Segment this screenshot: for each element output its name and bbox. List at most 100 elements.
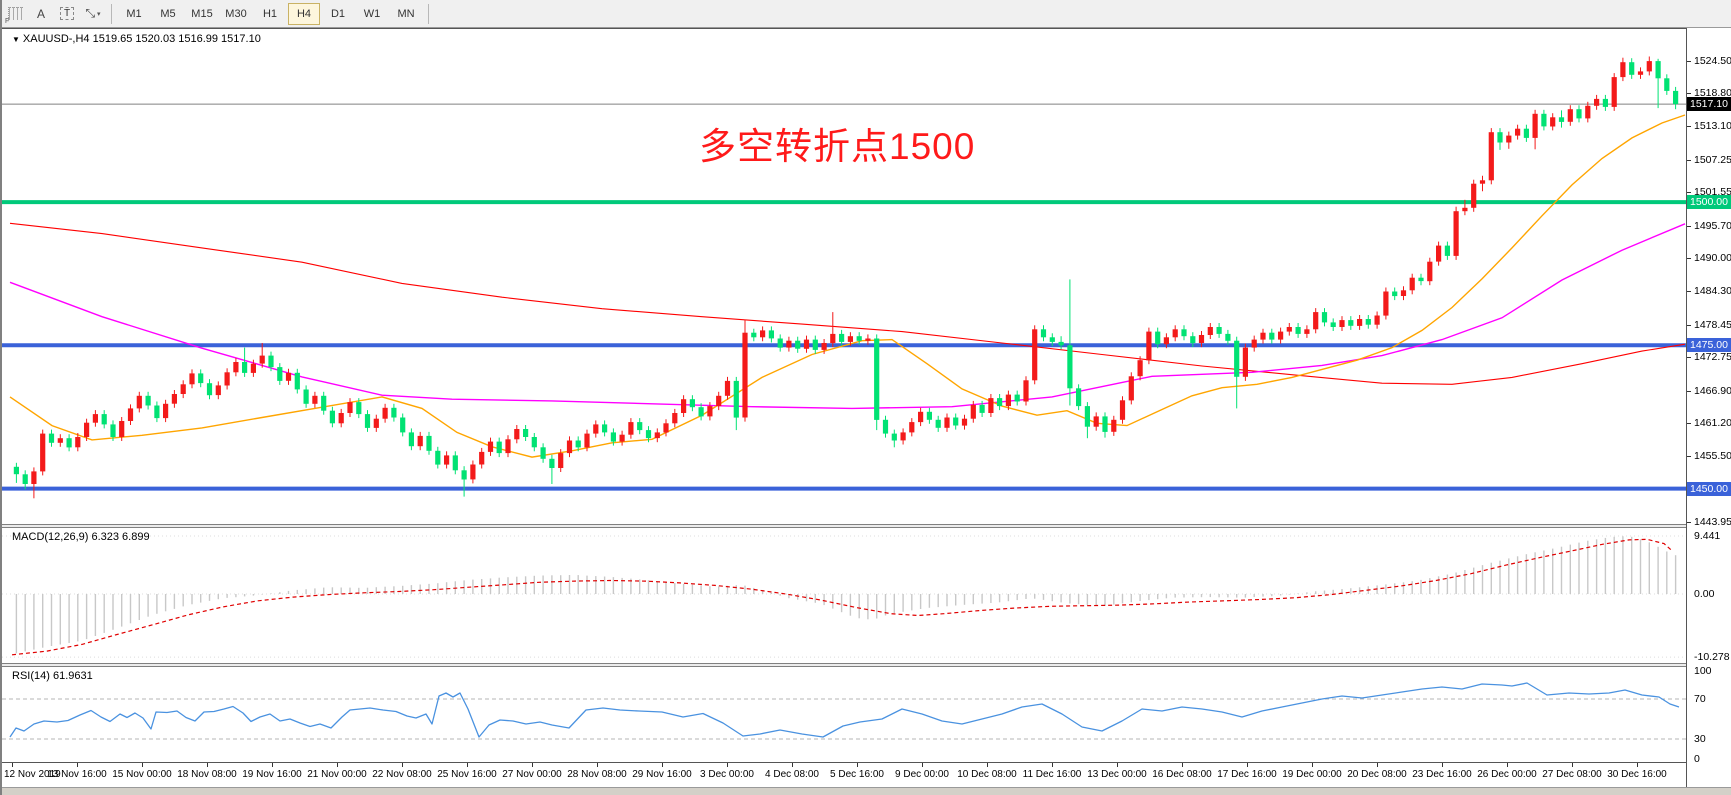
price-axis-tick: [1687, 93, 1691, 95]
time-axis-tick: [857, 763, 858, 767]
time-axis-label: 27 Dec 08:00: [1542, 769, 1602, 780]
timeframe-button-m30[interactable]: M30: [225, 7, 247, 20]
time-axis-label: 13 Nov 16:00: [47, 769, 107, 780]
rsi-axis-label: 70: [1694, 693, 1706, 705]
time-axis-label: 18 Nov 08:00: [177, 769, 237, 780]
rsi-axis-label: 100: [1694, 665, 1712, 677]
time-axis-label: 12 Nov 2019: [4, 769, 61, 780]
main-chart-svg: [2, 56, 1687, 499]
time-axis-tick: [77, 763, 78, 767]
price-axis-label: 1466.90: [1694, 384, 1731, 397]
ma-mid-magenta-line: [9, 223, 1686, 410]
symbol-dropdown-icon[interactable]: ▼: [12, 35, 20, 44]
price-axis-label: 1518.80: [1694, 87, 1731, 100]
pane-resize-separator[interactable]: [2, 663, 1687, 667]
timeframe-button-w1[interactable]: W1: [363, 7, 381, 20]
price-axis-label: 1455.50: [1694, 450, 1731, 463]
time-axis-tick: [727, 763, 728, 767]
timeframe-button-m15[interactable]: M15: [191, 7, 213, 20]
time-axis-label: 29 Nov 16:00: [632, 769, 692, 780]
timeframe-button-mn[interactable]: MN: [397, 7, 415, 20]
rsi-svg: [2, 682, 1687, 740]
timeframe-button-m5[interactable]: M5: [160, 7, 176, 20]
time-axis-label: 11 Dec 16:00: [1022, 769, 1082, 780]
chart-annotation-text[interactable]: 多空转折点1500: [699, 126, 976, 167]
time-axis-label: 16 Dec 08:00: [1152, 769, 1212, 780]
macd-histogram: [15, 536, 1677, 654]
timeframe-button-h4[interactable]: H4: [288, 2, 320, 25]
price-axis-tick: [1687, 390, 1691, 392]
time-axis-label: 25 Nov 16:00: [437, 769, 497, 780]
ma-slow-red-line: [9, 222, 1686, 385]
time-axis-tick: [987, 763, 988, 767]
time-axis-tick: [207, 763, 208, 767]
price-axis-tick: [1687, 192, 1691, 194]
time-axis-label: 3 Dec 00:00: [700, 769, 754, 780]
time-axis-tick: [532, 763, 533, 767]
toolbar: F A T ⤡ ▾ M1 M5 M15 M30 H1 H4 D1 W1 MN: [2, 0, 1731, 28]
time-axis-label: 19 Nov 16:00: [242, 769, 302, 780]
rsi-axis-label: 0: [1694, 753, 1700, 765]
macd-label: MACD(12,26,9) 6.323 6.899: [12, 531, 150, 543]
time-axis-tick: [467, 763, 468, 767]
macd-svg: [2, 535, 1687, 658]
timeframe-button-m1[interactable]: M1: [126, 7, 142, 20]
time-axis-tick: [597, 763, 598, 767]
time-axis-tick: [1182, 763, 1183, 767]
rsi-pane[interactable]: [2, 667, 1687, 762]
price-axis[interactable]: 1524.50 1518.80 1513.10 1507.25 1501.55 1495.…: [1686, 28, 1731, 787]
symbol-ohlc-text: XAUUSD-,H4 1519.65 1520.03 1516.99 1517.…: [22, 33, 261, 45]
level-1475-badge: 1475.00: [1687, 338, 1731, 353]
timeframe-group: M1 M5 M15 M30 H1 H4 D1 W1 MN: [117, 2, 423, 25]
timeframe-button-h1[interactable]: H1: [262, 7, 278, 20]
main-chart-pane[interactable]: [2, 28, 1687, 524]
time-axis[interactable]: 12 Nov 2019 13 Nov 16:00 15 Nov 00:00 18 No…: [2, 762, 1687, 787]
time-axis-label: 19 Dec 00:00: [1282, 769, 1342, 780]
price-axis-label: 1461.20: [1694, 417, 1731, 430]
time-axis-tick: [142, 763, 143, 767]
price-axis-label: 1507.25: [1694, 153, 1731, 166]
price-axis-tick: [1687, 60, 1691, 62]
price-axis-tick: [1687, 423, 1691, 425]
time-axis-label: 20 Dec 08:00: [1347, 769, 1407, 780]
time-axis-tick: [1572, 763, 1573, 767]
symbol-ohlc-header: ▼ XAUUSD-,H4 1519.65 1520.03 1516.99 1517…: [12, 33, 261, 45]
objects-arrow-button[interactable]: ⤡ ▾: [85, 6, 101, 20]
pane-resize-separator[interactable]: [2, 524, 1687, 528]
price-axis-label: 1513.10: [1694, 119, 1731, 132]
macd-axis-label: 9.441: [1694, 530, 1721, 542]
time-axis-label: 27 Nov 00:00: [502, 769, 562, 780]
timeframe-button-d1[interactable]: D1: [330, 7, 346, 20]
rsi-line: [9, 682, 1680, 738]
time-axis-tick: [662, 763, 663, 767]
price-axis-tick: [1687, 324, 1691, 326]
time-axis-label: 23 Dec 16:00: [1412, 769, 1472, 780]
macd-axis-label: 0.00: [1694, 588, 1715, 600]
current-price-badge: 1517.10: [1687, 97, 1731, 112]
time-axis-label: 10 Dec 08:00: [957, 769, 1017, 780]
time-axis-tick: [402, 763, 403, 767]
price-axis-label: 1443.95: [1694, 516, 1731, 529]
time-axis-tick: [1507, 763, 1508, 767]
time-axis-tick: [792, 763, 793, 767]
toolbar-separator: [428, 3, 429, 24]
time-axis-tick: [1052, 763, 1053, 767]
macd-pane[interactable]: [2, 528, 1687, 663]
time-axis-label: 22 Nov 08:00: [372, 769, 432, 780]
time-axis-tick: [1377, 763, 1378, 767]
price-axis-tick: [1687, 159, 1691, 161]
time-axis-tick: [1312, 763, 1313, 767]
time-axis-tick: [1247, 763, 1248, 767]
text-label-button[interactable]: A: [36, 6, 45, 21]
dock-grid-icon[interactable]: F: [3, 3, 27, 25]
window-bottom-strip: [2, 787, 1731, 795]
price-axis-label: 1478.45: [1694, 318, 1731, 331]
text-box-button[interactable]: T: [55, 3, 79, 25]
chevron-down-icon[interactable]: ▾: [97, 10, 101, 18]
time-axis-label: 26 Dec 00:00: [1477, 769, 1537, 780]
candles-layer: [13, 56, 1679, 499]
time-axis-label: 21 Nov 00:00: [307, 769, 367, 780]
rsi-label: RSI(14) 61.9631: [12, 670, 93, 682]
price-axis-label: 1490.00: [1694, 252, 1731, 265]
price-axis-label: 1484.30: [1694, 285, 1731, 298]
